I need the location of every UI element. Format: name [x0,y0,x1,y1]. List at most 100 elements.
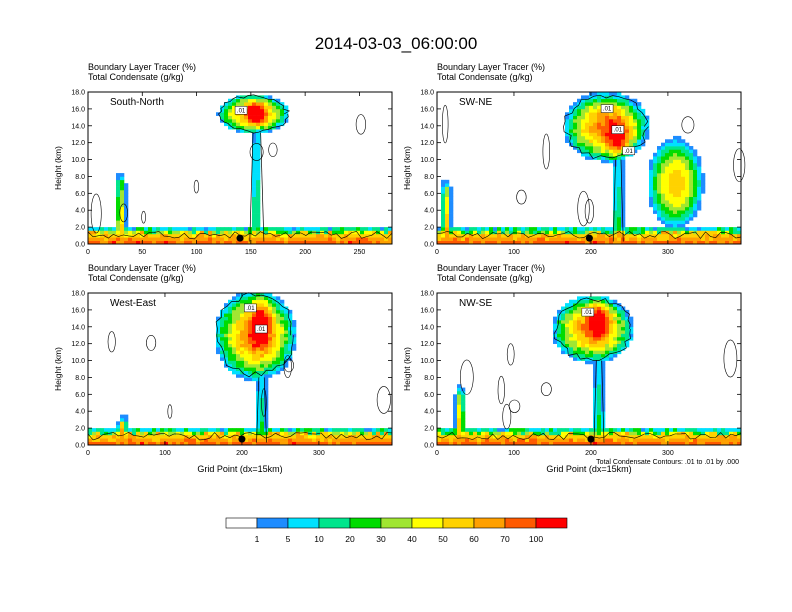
tracer-cell [445,189,450,194]
tracer-cell [481,434,486,439]
tracer-cell [513,431,518,436]
tracer-cell [240,374,245,378]
panel-title-line: Total Condensate (g/kg) [437,72,533,82]
tracer-cell [148,428,153,432]
tracer-cell [224,309,229,314]
tracer-cell [697,441,702,446]
tracer-cell [569,340,574,344]
tracer-cell [617,326,622,331]
tracer-cell [172,438,177,442]
tracer-cell [212,434,217,439]
contour-footnote: Total Condensate Contours: .01 to .01 by… [596,459,739,466]
tracer-cell [669,233,674,238]
tracer-cell [304,240,309,245]
tracer-cell [605,237,610,241]
tracer-cell [625,125,630,130]
condensate-contour [516,189,527,205]
tracer-cell [577,353,582,358]
tracer-cell [609,336,614,341]
tracer-cell [461,411,466,415]
tracer-cell [585,230,590,235]
tracer-cell [685,183,690,187]
tracer-cell [673,223,678,228]
tracer-cell [481,431,486,436]
tracer-cell [601,142,606,147]
tracer-cell [112,233,117,238]
tracer-cell [557,343,562,348]
tracer-cell [649,193,654,198]
tracer-cell [457,233,462,238]
tracer-cell [677,166,682,170]
tracer-cell [677,139,682,143]
tracer-cell [256,189,261,194]
tracer-cell [453,401,458,405]
tracer-cell [264,240,269,245]
tracer-cell [453,431,458,436]
tracer-cell [637,233,642,238]
tracer-cell [457,237,462,241]
tracer-cell [284,330,289,334]
tracer-cell [272,299,277,304]
tracer-cell [384,428,389,432]
tracer-cell [256,122,261,127]
tracer-cell [228,320,233,324]
tracer-cell [212,230,217,235]
tracer-cell [513,428,518,432]
tracer-cell [453,407,458,412]
tracer-cell [593,105,598,110]
tracer-cell [577,139,582,143]
y-tick-label: 0.0 [75,242,85,249]
y-tick-label: 18.0 [71,90,85,97]
contour-label-box [244,303,257,313]
tracer-cell [641,237,646,241]
tracer-cell [729,233,734,238]
tracer-cell [585,227,590,231]
tracer-cell [593,125,598,130]
tracer-cell [609,340,614,344]
tracer-cell [653,240,658,245]
tracer-cell [256,431,261,436]
tracer-cell [360,438,365,442]
tracer-cell [457,421,462,426]
tracer-cell [589,98,594,103]
y-axis-label: Height (km) [53,146,63,190]
tracer-cell [208,438,213,442]
tracer-cell [629,132,634,137]
tracer-cell [236,336,241,341]
tracer-cell [120,196,125,201]
tracer-cell [320,441,325,446]
tracer-cell [701,189,706,194]
tracer-cell [525,441,530,446]
panel-title-line: Boundary Layer Tracer (%) [88,263,196,273]
tracer-cell [729,431,734,436]
tracer-cell [637,122,642,127]
tracer-cell [224,438,229,442]
tracer-cell [737,441,742,446]
tracer-cell [328,431,333,436]
tracer-cell [272,441,277,446]
tracer-cell [593,333,598,338]
tracer-cell [168,230,173,235]
tracer-cell [116,179,121,184]
x-tick-label: 0 [86,450,90,457]
condensate-contour [593,360,597,443]
tracer-cell [669,213,674,218]
tracer-cell [609,309,614,314]
tracer-cell [617,441,622,446]
tracer-cell [569,347,574,351]
tracer-cell [148,233,153,238]
tracer-cell [260,438,265,442]
tracer-cell [236,102,241,106]
tracer-cell [268,353,273,358]
tracer-cell [108,230,113,235]
tracer-cell [601,230,606,235]
tracer-cell [340,240,345,245]
tracer-cell [252,108,257,113]
tracer-cell [256,293,261,297]
tracer-cell [609,112,614,116]
tracer-cell [312,240,317,245]
tracer-cell [100,237,105,241]
tracer-cell [637,139,642,143]
tracer-cell [689,434,694,439]
tracer-cell [517,431,522,436]
